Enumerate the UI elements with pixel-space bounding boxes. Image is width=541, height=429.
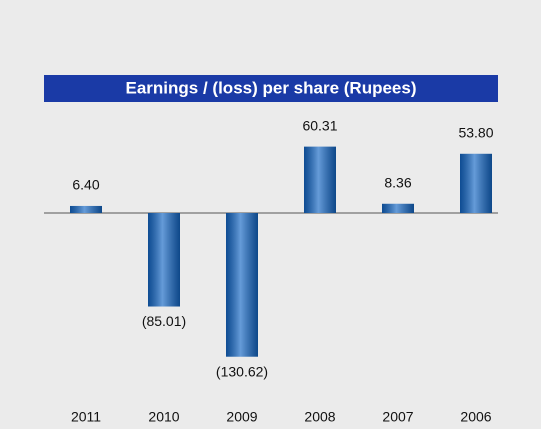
bar-shine	[70, 205, 102, 213]
x-tick-label: 2011	[71, 409, 101, 425]
x-tick-label: 2007	[382, 409, 413, 425]
data-label: (85.01)	[142, 313, 186, 329]
chart-title: Earnings / (loss) per share (Rupees)	[126, 78, 417, 97]
data-label: 8.36	[384, 175, 411, 191]
data-label: 6.40	[72, 177, 99, 193]
x-tick-label: 2008	[304, 409, 335, 425]
bar-shine	[460, 153, 492, 213]
x-tick-label: 2009	[226, 409, 257, 425]
data-label: 60.31	[302, 117, 337, 133]
bar-shine	[148, 213, 180, 307]
bar-shine	[382, 203, 414, 213]
x-tick-label: 2006	[460, 409, 491, 425]
data-label: 53.80	[458, 125, 493, 141]
title-bar	[44, 75, 498, 102]
bar-shine	[304, 146, 336, 213]
x-tick-label: 2010	[148, 409, 179, 425]
bar-shine	[226, 213, 258, 357]
data-label: (130.62)	[216, 363, 268, 379]
